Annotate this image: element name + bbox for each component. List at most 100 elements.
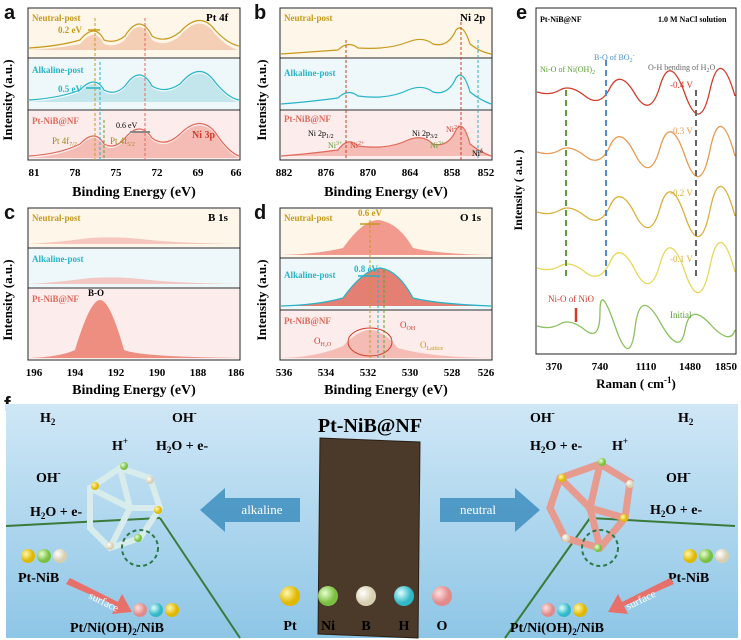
title-b: Ni 2p bbox=[460, 12, 485, 24]
svg-text:O: O bbox=[437, 619, 448, 634]
svg-text:Alkaline-post: Alkaline-post bbox=[284, 270, 336, 280]
panel-letter-c: c bbox=[4, 202, 16, 224]
panel-b: b Intensity (a.u.) Neutral-post Ni 2p Al… bbox=[248, 0, 496, 205]
svg-text:78: 78 bbox=[70, 167, 82, 179]
svg-text:870: 870 bbox=[360, 167, 377, 179]
svg-text:Pt-NiB@NF: Pt-NiB@NF bbox=[32, 294, 79, 304]
svg-text:882: 882 bbox=[276, 167, 293, 179]
svg-text:740: 740 bbox=[592, 361, 609, 373]
svg-text:OH-: OH- bbox=[172, 408, 197, 426]
svg-text:-0.2 V: -0.2 V bbox=[670, 188, 693, 198]
svg-text:Binding Energy (eV): Binding Energy (eV) bbox=[324, 185, 448, 200]
svg-text:Ni2+: Ni2+ bbox=[446, 125, 461, 134]
svg-text:Ni3+: Ni3+ bbox=[430, 141, 445, 150]
svg-text:75: 75 bbox=[111, 167, 123, 179]
svg-text:69: 69 bbox=[193, 167, 205, 179]
svg-text:192: 192 bbox=[108, 367, 125, 379]
svg-text:876: 876 bbox=[318, 167, 335, 179]
xps-o1s-chart: Intensity (a.u.) Neutral-post O 1s 0.6 e… bbox=[254, 207, 495, 398]
svg-text:-0.3 V: -0.3 V bbox=[670, 126, 693, 136]
svg-text:Pt/Ni(OH)2/NiB: Pt/Ni(OH)2/NiB bbox=[70, 621, 164, 637]
panel-f: f bbox=[0, 394, 741, 640]
svg-text:Ni3+: Ni3+ bbox=[328, 141, 343, 150]
svg-text:196: 196 bbox=[26, 367, 43, 379]
svg-text:Pt-NiB@NF: Pt-NiB@NF bbox=[284, 114, 331, 124]
svg-text:81: 81 bbox=[29, 167, 40, 179]
svg-text:Neutral-post: Neutral-post bbox=[284, 13, 333, 23]
svg-text:536: 536 bbox=[276, 367, 293, 379]
svg-text:370: 370 bbox=[546, 361, 563, 373]
svg-text:OOH: OOH bbox=[400, 320, 416, 332]
panel-c: c Intensity (a.u.) Neutral-post B 1s Alk… bbox=[0, 200, 245, 400]
svg-text:B: B bbox=[361, 619, 370, 634]
svg-text:Pt: Pt bbox=[283, 619, 297, 634]
panel-letter-b: b bbox=[254, 2, 267, 24]
svg-text:Alkaline-post: Alkaline-post bbox=[284, 68, 336, 78]
panel-e: e Intensity ( a.u. ) Pt-NiB@NF 1.0 M NaC… bbox=[500, 0, 741, 395]
svg-text:H2: H2 bbox=[678, 411, 694, 427]
raman-chart: Intensity ( a.u. ) Pt-NiB@NF 1.0 M NaCl … bbox=[511, 7, 738, 391]
svg-text:190: 190 bbox=[149, 367, 166, 379]
svg-text:H: H bbox=[399, 619, 410, 634]
label-neutral-a: Neutral-post bbox=[32, 13, 81, 23]
svg-text:194: 194 bbox=[67, 367, 84, 379]
svg-text:H+: H+ bbox=[112, 436, 128, 454]
svg-text:Ni2+: Ni2+ bbox=[350, 141, 365, 150]
svg-text:Intensity ( a.u. ): Intensity ( a.u. ) bbox=[511, 149, 525, 230]
svg-text:Pt-NiB: Pt-NiB bbox=[668, 571, 709, 586]
svg-text:72: 72 bbox=[152, 167, 164, 179]
svg-text:OH-: OH- bbox=[530, 408, 555, 426]
panel-letter-e: e bbox=[516, 2, 528, 24]
svg-text:852: 852 bbox=[478, 167, 495, 179]
svg-text:H2O + e-: H2O + e- bbox=[156, 439, 208, 455]
svg-text:OLattice: OLattice bbox=[420, 340, 443, 352]
svg-text:Pt-NiB@NF: Pt-NiB@NF bbox=[284, 316, 331, 326]
title-c: B 1s bbox=[208, 212, 229, 224]
svg-text:532: 532 bbox=[360, 367, 377, 379]
svg-text:H2: H2 bbox=[40, 411, 56, 427]
label-alkaline-a: Alkaline-post bbox=[32, 65, 84, 75]
shift-a-3: 0.6 eV bbox=[116, 121, 138, 130]
svg-text:0.6 eV: 0.6 eV bbox=[358, 208, 382, 218]
svg-text:Ni 2p3/2: Ni 2p3/2 bbox=[412, 129, 438, 140]
svg-text:Pt/Ni(OH)2/NiB: Pt/Ni(OH)2/NiB bbox=[510, 621, 604, 637]
ylabel-a: Intensity (a.u.) bbox=[0, 59, 15, 140]
nf-foam-block bbox=[317, 437, 421, 639]
svg-text:Neutral-post: Neutral-post bbox=[32, 213, 81, 223]
svg-text:Ni-O of NiO: Ni-O of NiO bbox=[548, 294, 594, 304]
svg-text:528: 528 bbox=[444, 367, 461, 379]
svg-text:526: 526 bbox=[478, 367, 495, 379]
label-ni3p: Ni 3p bbox=[192, 130, 216, 141]
svg-text:Intensity (a.u.): Intensity (a.u.) bbox=[254, 59, 269, 140]
panel-letter-a: a bbox=[4, 2, 16, 24]
svg-text:OH₂O: OH₂O bbox=[314, 336, 332, 348]
panel-a: a Intensity (a.u.) Neutral-post Pt 4f 0.… bbox=[0, 0, 245, 205]
atom-legend: Pt Ni B H O bbox=[280, 586, 452, 634]
svg-text:OH-: OH- bbox=[666, 468, 691, 486]
panel-letter-d: d bbox=[254, 202, 267, 224]
svg-text:534: 534 bbox=[318, 367, 335, 379]
schematic: alkaline neutral Pt-NiB@NF H2 OH- H+ H2O… bbox=[5, 404, 738, 639]
svg-text:Ni: Ni bbox=[321, 619, 335, 634]
svg-text:Pt-NiB: Pt-NiB bbox=[18, 571, 59, 586]
xps-ni2p-chart: Intensity (a.u.) Neutral-post Ni 2p Alka… bbox=[254, 7, 495, 200]
svg-text:B-O of BO2-: B-O of BO2- bbox=[594, 53, 635, 64]
svg-text:Raman ( cm-1): Raman ( cm-1) bbox=[596, 375, 676, 391]
svg-text:Initial: Initial bbox=[670, 310, 692, 320]
svg-text:H2O + e-: H2O + e- bbox=[650, 503, 702, 519]
svg-text:O-H bending of H2O: O-H bending of H2O bbox=[648, 63, 715, 74]
svg-text:864: 864 bbox=[402, 167, 419, 179]
panel-d: d Intensity (a.u.) Neutral-post O 1s 0.6… bbox=[248, 200, 496, 400]
svg-text:Alkaline-post: Alkaline-post bbox=[32, 254, 84, 264]
svg-text:H+: H+ bbox=[612, 436, 628, 454]
svg-text:Ni-O of Ni(OH)2: Ni-O of Ni(OH)2 bbox=[540, 65, 595, 76]
svg-text:Intensity (a.u.): Intensity (a.u.) bbox=[254, 259, 269, 340]
xlabel-a: Binding Energy (eV) bbox=[72, 185, 196, 200]
shift-a-1: 0.2 eV bbox=[58, 25, 82, 35]
xps-b1s-chart: Intensity (a.u.) Neutral-post B 1s Alkal… bbox=[0, 207, 245, 398]
title-a: Pt 4f bbox=[206, 12, 229, 24]
svg-text:Binding Energy (eV): Binding Energy (eV) bbox=[72, 383, 196, 398]
svg-text:186: 186 bbox=[228, 367, 245, 379]
svg-text:Intensity (a.u.): Intensity (a.u.) bbox=[0, 259, 15, 340]
shift-a-2: 0.5 eV bbox=[58, 84, 82, 94]
